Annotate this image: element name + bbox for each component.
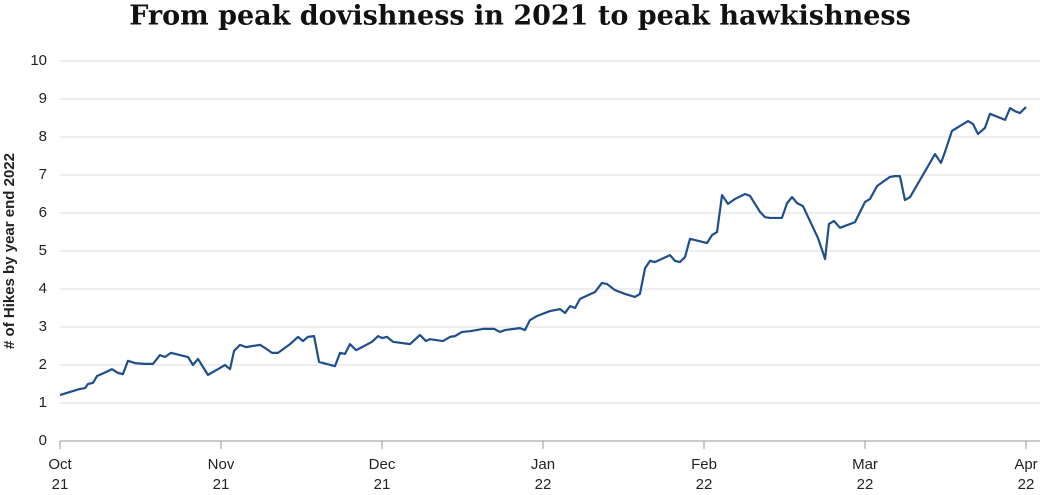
x-tick-label: Feb 22: [691, 456, 717, 493]
y-tick-label: 3: [39, 318, 47, 335]
line-series: [59, 106, 1027, 397]
y-tick-label: 2: [39, 356, 47, 373]
x-tick-label: Mar 22: [852, 456, 878, 493]
x-tick-label: Apr 22: [1014, 456, 1038, 493]
y-tick-label: 0: [39, 432, 47, 449]
y-tick-label: 8: [39, 128, 47, 145]
y-axis-label: # of Hikes by year end 2022: [1, 153, 18, 349]
y-tick-label: 9: [39, 90, 47, 107]
y-tick-label: 6: [39, 204, 47, 221]
x-tick-label: Jan 22: [530, 456, 556, 493]
x-tick-label: Dec 21: [368, 456, 396, 493]
x-tick-label: Oct 21: [48, 456, 72, 493]
y-tick-label: 4: [39, 280, 47, 297]
y-tick-label: 1: [39, 394, 47, 411]
y-tick-label: 10: [30, 52, 47, 69]
chart-title: From peak dovishness in 2021 to peak haw…: [129, 1, 911, 32]
y-tick-label: 7: [39, 166, 47, 183]
y-tick-label: 5: [39, 242, 47, 259]
x-tick-label: Nov 21: [207, 456, 235, 493]
